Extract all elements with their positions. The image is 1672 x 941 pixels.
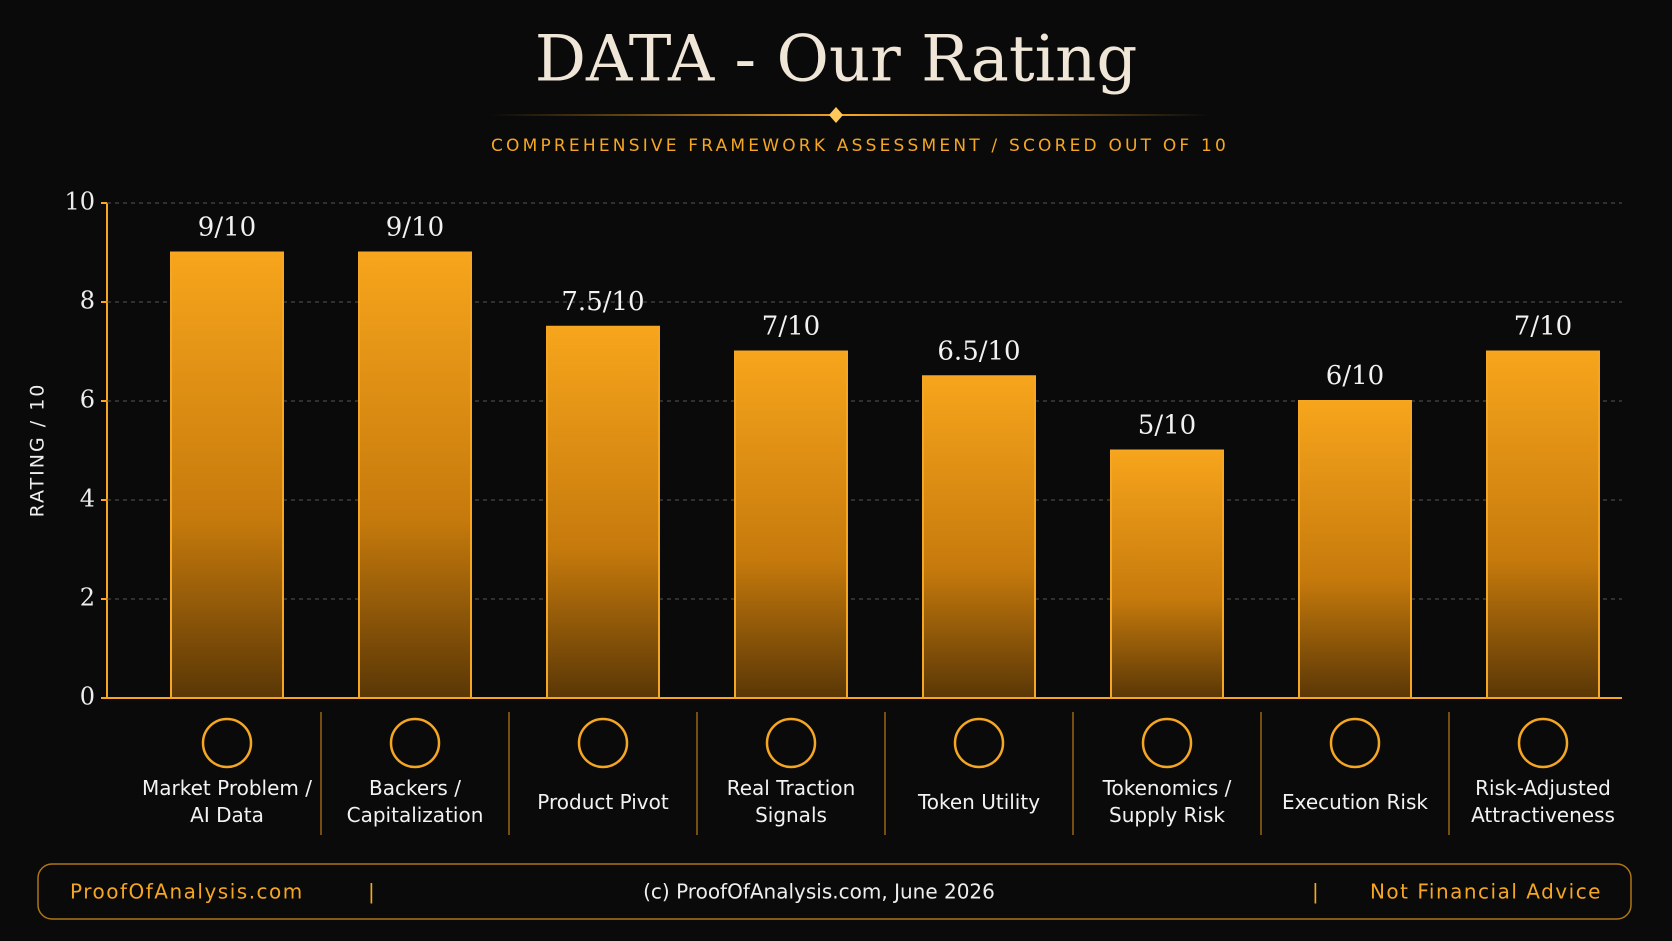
x-tick-label: Real Traction Signals (726, 776, 856, 827)
x-tick-label: Market Problem / AI Data (142, 776, 312, 827)
category-icon (1141, 717, 1193, 769)
category-icon (389, 717, 441, 769)
value-label: 7/10 (1514, 312, 1572, 342)
footer-right: Not Financial Advice (1370, 880, 1602, 904)
bar (1486, 350, 1600, 699)
category-icon (201, 717, 253, 769)
value-label: 7/10 (762, 312, 820, 342)
value-label: 7.5/10 (561, 287, 644, 317)
x-tick-label: Risk-Adjusted Attractiveness (1471, 776, 1615, 827)
divider (490, 114, 1210, 116)
category-icon (1329, 717, 1381, 769)
y-tick-label: 6 (80, 386, 95, 414)
y-tick-label: 10 (64, 188, 95, 216)
category-icon (953, 717, 1005, 769)
footer-box (37, 863, 1632, 920)
chart-title: DATA - Our Rating (535, 23, 1138, 97)
category-icon (577, 717, 629, 769)
footer-center: (c) ProofOfAnalysis.com, June 2026 (643, 880, 995, 904)
value-label: 9/10 (198, 213, 256, 243)
x-tick-label: Product Pivot (537, 789, 669, 814)
footer-sep: | (368, 880, 375, 904)
divider-diamond (829, 107, 843, 123)
value-label: 6.5/10 (937, 336, 1020, 366)
x-tick-label: Execution Risk (1282, 789, 1428, 814)
value-label: 9/10 (386, 213, 444, 243)
x-tick-label: Token Utility (917, 789, 1041, 814)
bar (922, 375, 1036, 699)
bar (1298, 400, 1412, 699)
y-tick-label: 8 (80, 287, 95, 315)
category-icon (1517, 717, 1569, 769)
bar (734, 350, 848, 699)
y-tick-label: 4 (80, 485, 95, 513)
footer-sep: | (1312, 880, 1319, 904)
x-tick-label: Tokenomics / Supply Risk (1102, 776, 1232, 827)
y-axis-label: RATING / 10 (27, 383, 49, 518)
bar (546, 325, 660, 699)
subtitle: COMPREHENSIVE FRAMEWORK ASSESSMENT / SCO… (491, 136, 1229, 156)
bar (358, 251, 472, 699)
footer-left: ProofOfAnalysis.com (70, 880, 304, 904)
bar (170, 251, 284, 699)
bar (1110, 449, 1224, 699)
y-tick-label: 2 (80, 584, 95, 612)
x-tick-label: Backers / Capitalization (346, 776, 484, 827)
category-icon (765, 717, 817, 769)
value-label: 6/10 (1326, 361, 1384, 391)
y-tick-label: 0 (80, 683, 95, 711)
value-label: 5/10 (1138, 411, 1196, 441)
